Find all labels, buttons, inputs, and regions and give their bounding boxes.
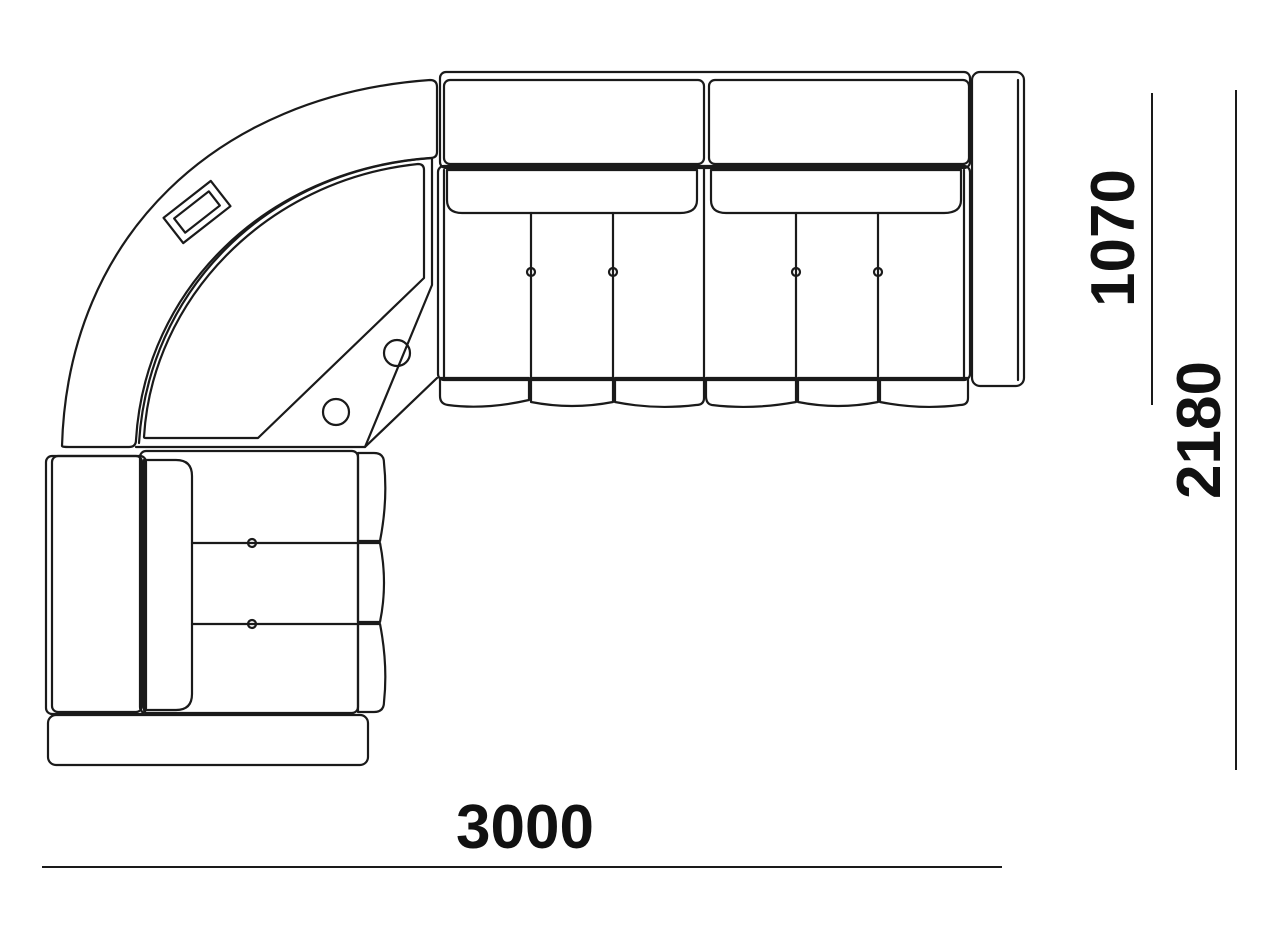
footrest-segment <box>796 376 880 408</box>
recliner-button-icon <box>246 618 258 630</box>
left-seat-outline <box>138 449 360 715</box>
top-section <box>436 70 1026 409</box>
left-section <box>44 449 387 767</box>
left-seat-cushion <box>142 458 194 712</box>
left-backrest-outline <box>44 454 148 716</box>
console-panel-outer <box>162 179 232 245</box>
top-seat-cushion <box>445 168 699 215</box>
footrest-segment <box>529 376 615 408</box>
corner-front-edge <box>134 376 439 449</box>
footrest-segment <box>704 376 798 409</box>
console-panel-inner <box>173 190 221 234</box>
depth-dimension-label: 1070 <box>1079 169 1148 307</box>
top-backrest-cushion <box>707 78 971 166</box>
recliner-button-icon <box>246 537 258 549</box>
dimension-annotations: 3000 1070 2180 <box>42 90 1237 868</box>
footrest-segment <box>356 541 386 624</box>
bottom-armrest <box>46 713 370 767</box>
footrest-segment <box>878 376 970 408</box>
cup-holder-icon <box>382 338 412 368</box>
footrest-segment <box>438 376 531 408</box>
width-dimension-label: 3000 <box>456 793 594 862</box>
footrest-segment <box>356 622 387 714</box>
corner-backrest <box>60 78 439 449</box>
cup-holder-icon <box>321 397 351 427</box>
recliner-button-icon <box>872 266 884 278</box>
right-armrest <box>970 70 1026 388</box>
left-backrest-cushion <box>50 454 144 714</box>
corner-section <box>60 78 439 449</box>
corner-seat-outer-edge <box>137 156 434 449</box>
corner-seat <box>142 162 426 440</box>
recliner-button-icon <box>790 266 802 278</box>
recliner-button-icon <box>525 266 537 278</box>
recliner-button-icon <box>607 266 619 278</box>
top-backrest-cushion <box>442 78 706 166</box>
footrest-segment <box>356 451 387 543</box>
top-seat-cushion <box>709 168 963 215</box>
console-panel <box>162 179 232 245</box>
length-dimension-label: 2180 <box>1165 361 1234 499</box>
footrest-segment <box>613 376 706 409</box>
